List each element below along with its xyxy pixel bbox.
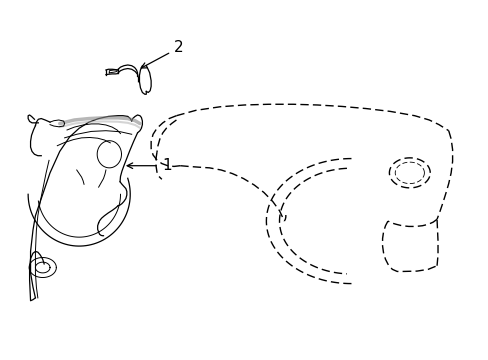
Text: 2: 2 — [141, 40, 183, 68]
Text: 1: 1 — [127, 158, 171, 173]
